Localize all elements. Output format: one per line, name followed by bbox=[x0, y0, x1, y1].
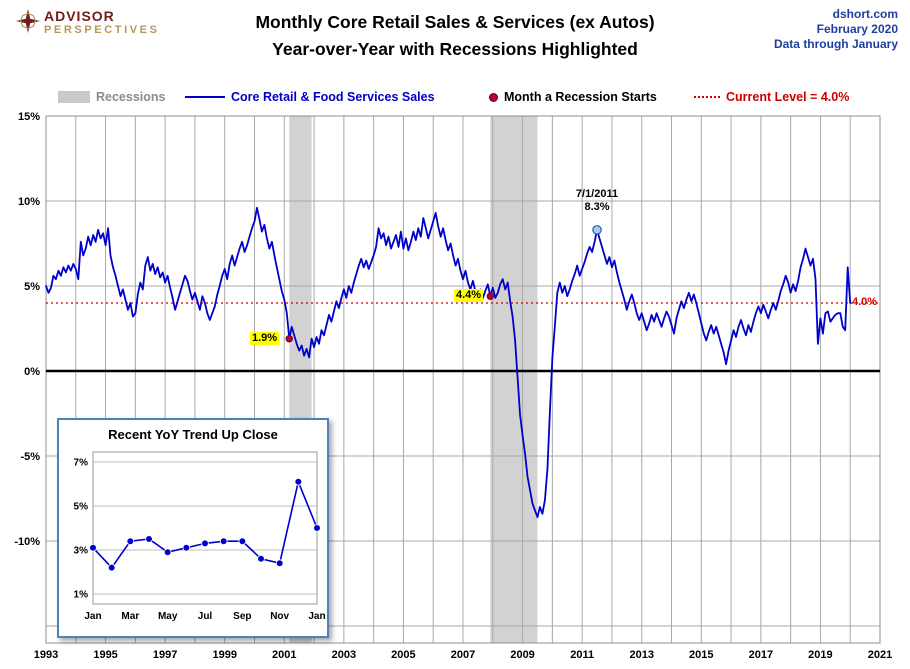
legend-current-level-label: Current Level = 4.0% bbox=[726, 90, 850, 104]
y-axis-tick-label: 10% bbox=[18, 196, 40, 208]
series-line bbox=[45, 206, 852, 519]
inset-x-tick-label: Jan bbox=[308, 611, 325, 622]
series-line-swatch bbox=[185, 96, 225, 98]
recession-start-dot-swatch bbox=[489, 92, 498, 102]
legend-recession-start: Month a Recession Starts bbox=[489, 86, 657, 108]
x-axis-tick-label: 1995 bbox=[93, 649, 117, 661]
annotation-peak: 7/1/2011 8.3% bbox=[547, 188, 647, 214]
inset-x-tick-label: Mar bbox=[121, 611, 139, 622]
x-axis-tick-label: 2005 bbox=[391, 649, 415, 661]
x-axis-tick-label: 2017 bbox=[749, 649, 773, 661]
legend-series: Core Retail & Food Services Sales bbox=[185, 86, 435, 108]
x-axis-tick-label: 2003 bbox=[332, 649, 356, 661]
main-chart: 15% 10% 5% 0% -5% -10% 1993 1995 1997 1999 2001 200… bbox=[0, 111, 910, 664]
inset-data-marker bbox=[201, 539, 209, 548]
x-axis-tick-label: 2019 bbox=[808, 649, 832, 661]
x-axis-tick-label: 1997 bbox=[153, 649, 177, 661]
inset-data-marker bbox=[257, 555, 265, 563]
y-axis-tick-label: 0% bbox=[24, 366, 40, 378]
annotation-current-level: 4.0% bbox=[852, 296, 878, 308]
legend-current-level: Current Level = 4.0% bbox=[694, 86, 849, 108]
recession-band bbox=[490, 116, 538, 643]
inset-chart-title: Recent YoY Trend Up Close bbox=[108, 427, 278, 442]
source-date: February 2020 bbox=[816, 22, 898, 36]
plot-border bbox=[45, 115, 881, 644]
inset-data-marker bbox=[238, 537, 247, 545]
chart-title-block: Monthly Core Retail Sales & Services (ex… bbox=[0, 9, 910, 63]
x-axis-tick-label: 2015 bbox=[689, 649, 713, 661]
inset-series-line bbox=[92, 479, 318, 569]
legend-recession-start-label: Month a Recession Starts bbox=[504, 90, 657, 104]
logo-perspectives-text: PERSPECTIVES bbox=[44, 24, 160, 36]
source-block: dshort.com February 2020 Data through Ja… bbox=[774, 7, 898, 52]
annotation-2001-value: 1.9% bbox=[250, 332, 280, 345]
y-axis-tick-label: -5% bbox=[20, 451, 40, 463]
inset-x-tick-label: Sep bbox=[233, 611, 251, 622]
inset-data-marker bbox=[182, 544, 191, 552]
logo-advisor-text: ADVISOR bbox=[44, 8, 115, 24]
x-axis-tick-label: 2013 bbox=[629, 649, 653, 661]
compass-star-icon bbox=[16, 9, 40, 38]
x-axis-tick-label: 2001 bbox=[272, 649, 296, 661]
recession-start-marker bbox=[486, 292, 495, 300]
x-axis-tick-label: 2009 bbox=[510, 649, 534, 661]
annotation-peak-date: 7/1/2011 bbox=[575, 188, 619, 200]
inset-data-marker bbox=[313, 524, 321, 532]
inset-x-tick-label: Jul bbox=[198, 611, 213, 622]
inset-data-marker bbox=[294, 477, 303, 486]
chart-title-line2: Year-over-Year with Recessions Highlight… bbox=[272, 39, 638, 59]
main-chart-svg: 15% 10% 5% 0% -5% -10% 1993 1995 1997 1999 2001 200… bbox=[14, 111, 892, 661]
y-axis-tick-label: -10% bbox=[14, 536, 40, 548]
inset-x-tick-label: Jan bbox=[84, 611, 101, 622]
chart-title-line1: Monthly Core Retail Sales & Services (ex… bbox=[255, 12, 655, 32]
inset-data-marker bbox=[219, 537, 228, 545]
inset-data-marker bbox=[89, 544, 97, 552]
x-axis-tick-label: 2011 bbox=[570, 649, 594, 661]
annotation-2008-value: 4.4% bbox=[454, 289, 484, 302]
x-axis-tick-label: 1999 bbox=[212, 649, 236, 661]
inset-y-tick-label: 3% bbox=[74, 546, 89, 557]
recession-swatch bbox=[58, 91, 90, 103]
recession-start-marker bbox=[285, 335, 293, 343]
inset-x-tick-label: Nov bbox=[270, 611, 289, 622]
inset-y-tick-label: 5% bbox=[74, 502, 89, 513]
advisor-perspectives-logo: ADVISOR PERSPECTIVES bbox=[16, 9, 160, 38]
inset-data-marker bbox=[107, 563, 116, 572]
current-level-line-swatch bbox=[694, 96, 720, 98]
y-axis-tick-label: 15% bbox=[18, 112, 40, 123]
inset-chart-svg: 1% 3% 5% 7% Jan Mar May Jul Sep Nov Jan bbox=[74, 451, 325, 622]
legend-recessions-label: Recessions bbox=[96, 90, 166, 104]
inset-data-marker bbox=[163, 548, 172, 556]
x-axis-tick-label: 2007 bbox=[451, 649, 475, 661]
inset-y-tick-label: 7% bbox=[74, 458, 89, 469]
legend-series-label: Core Retail & Food Services Sales bbox=[231, 90, 435, 104]
inset-data-marker bbox=[145, 535, 153, 543]
inset-y-tick-label: 1% bbox=[74, 590, 89, 601]
source-site: dshort.com bbox=[832, 7, 898, 21]
inset-data-marker bbox=[126, 537, 135, 545]
legend-recessions: Recessions bbox=[58, 86, 165, 108]
y-axis-tick-label: 5% bbox=[24, 281, 40, 293]
x-axis-tick-label: 2021 bbox=[868, 649, 892, 661]
peak-marker bbox=[592, 225, 602, 235]
inset-data-marker bbox=[275, 559, 284, 567]
source-data-through: Data through January bbox=[773, 37, 898, 51]
annotation-peak-value: 8.3% bbox=[584, 201, 610, 213]
inset-plot-border bbox=[92, 451, 318, 605]
x-axis-tick-label: 1993 bbox=[34, 649, 58, 661]
inset-x-tick-label: May bbox=[158, 611, 178, 622]
inset-chart: Recent YoY Trend Up Close 1% 3% 5% 7% Jan Mar… bbox=[57, 418, 329, 638]
